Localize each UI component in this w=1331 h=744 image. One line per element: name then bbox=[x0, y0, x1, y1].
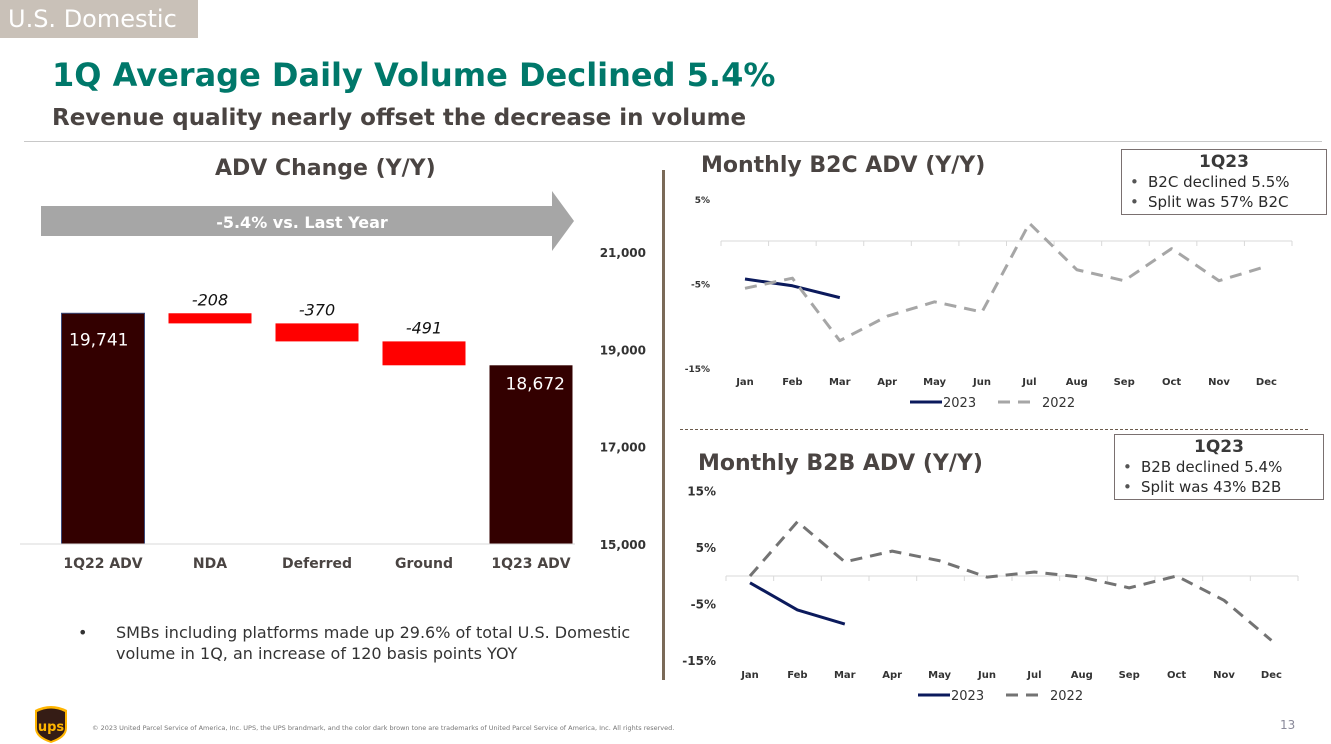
legend-label-2022: 2022 bbox=[1042, 396, 1075, 411]
y-tick-label: 21,000 bbox=[600, 246, 646, 260]
page-title: 1Q Average Daily Volume Declined 5.4% bbox=[52, 56, 775, 94]
x-tick-label: Ground bbox=[395, 556, 453, 572]
header-divider bbox=[24, 141, 1322, 142]
bar-value-label: -491 bbox=[406, 318, 442, 337]
y-tick-label: -15% bbox=[682, 654, 716, 668]
x-tick-label: Sep bbox=[1114, 377, 1135, 388]
legend-label-2023: 2023 bbox=[951, 689, 984, 704]
adv-change-chart-title: ADV Change (Y/Y) bbox=[215, 156, 436, 181]
y-tick-label: 19,000 bbox=[600, 343, 646, 357]
x-tick-label: Mar bbox=[834, 670, 856, 681]
y-tick-label: 15% bbox=[687, 484, 716, 498]
series-line-2023 bbox=[745, 279, 840, 298]
bullet-text: SMBs including platforms made up 29.6% o… bbox=[116, 622, 656, 664]
adv-change-waterfall-chart: -5.4% vs. Last Year 19,741 -208 -370 -491 18… bbox=[0, 185, 660, 585]
callout-heading: 1Q23 bbox=[1130, 152, 1318, 172]
x-tick-label: Dec bbox=[1261, 670, 1282, 681]
x-tick-label: Sep bbox=[1119, 670, 1140, 681]
y-tick-label: 15,000 bbox=[600, 538, 646, 552]
page-subtitle: Revenue quality nearly offset the decrea… bbox=[52, 105, 746, 131]
x-tick-label: Jun bbox=[977, 670, 996, 681]
x-tick-label: May bbox=[923, 377, 946, 388]
y-tick-label: 17,000 bbox=[600, 441, 646, 455]
x-tick-label: Deferred bbox=[282, 556, 352, 572]
x-tick-label: Dec bbox=[1256, 377, 1277, 388]
callout-item: B2B declined 5.4% bbox=[1123, 457, 1315, 477]
bar-value-label: 19,741 bbox=[69, 330, 128, 350]
x-tick-label: Oct bbox=[1167, 670, 1186, 681]
horizontal-dashed-divider bbox=[680, 429, 1308, 430]
x-tick-label: Jan bbox=[735, 377, 754, 388]
callout-heading: 1Q23 bbox=[1123, 437, 1315, 457]
bullet-dot: • bbox=[78, 622, 87, 643]
x-tick-label: Apr bbox=[877, 377, 897, 388]
b2b-line-chart: 15% 5% -5% -15% Jan Feb Mar Apr May Jun Jul Aug Sep O… bbox=[680, 478, 1320, 713]
change-arrow-banner: -5.4% vs. Last Year bbox=[41, 191, 574, 251]
arrow-label: -5.4% vs. Last Year bbox=[216, 213, 388, 232]
bar-value-label: -370 bbox=[299, 300, 335, 319]
series-line-2022 bbox=[750, 522, 1271, 641]
copyright-footer: © 2023 United Parcel Service of America,… bbox=[92, 724, 674, 732]
x-tick-label: Jan bbox=[740, 670, 759, 681]
section-tag: U.S. Domestic bbox=[0, 0, 198, 38]
ups-logo: ups bbox=[33, 704, 69, 744]
y-tick-label: 5% bbox=[696, 541, 716, 555]
decrease-bar bbox=[383, 341, 466, 365]
x-tick-label: Nov bbox=[1208, 377, 1230, 388]
ups-logo-text: ups bbox=[38, 720, 65, 735]
x-tick-label: Jun bbox=[972, 377, 991, 388]
b2c-chart-title: Monthly B2C ADV (Y/Y) bbox=[701, 153, 985, 178]
b2b-chart-title: Monthly B2B ADV (Y/Y) bbox=[698, 451, 983, 476]
decrease-bar bbox=[169, 313, 252, 323]
b2c-line-chart: 5% -5% -15% Jan Feb Mar Apr May Jun Jul Aug Sep Oct N… bbox=[680, 185, 1320, 425]
x-tick-label: Nov bbox=[1213, 670, 1235, 681]
vertical-divider bbox=[662, 170, 665, 680]
x-tick-label: Aug bbox=[1066, 377, 1088, 388]
x-tick-label: 1Q23 ADV bbox=[491, 556, 570, 572]
y-tick-label: -5% bbox=[691, 597, 716, 611]
x-tick-label: Feb bbox=[782, 377, 802, 388]
page-number: 13 bbox=[1280, 718, 1295, 732]
y-tick-label: -5% bbox=[691, 280, 710, 290]
legend-label-2022: 2022 bbox=[1050, 689, 1083, 704]
y-tick-label: -15% bbox=[685, 365, 710, 375]
x-tick-label: May bbox=[928, 670, 951, 681]
x-tick-label: Jul bbox=[1021, 377, 1036, 388]
x-tick-label: Feb bbox=[787, 670, 807, 681]
x-tick-label: NDA bbox=[193, 556, 227, 572]
bar-value-label: -208 bbox=[192, 290, 228, 309]
x-tick-label: Oct bbox=[1162, 377, 1181, 388]
x-tick-label: 1Q22 ADV bbox=[63, 556, 142, 572]
legend-label-2023: 2023 bbox=[943, 396, 976, 411]
x-tick-label: Aug bbox=[1071, 670, 1093, 681]
bar-value-label: 18,672 bbox=[506, 374, 565, 394]
y-tick-label: 5% bbox=[695, 196, 710, 206]
x-tick-label: Apr bbox=[882, 670, 902, 681]
decrease-bar bbox=[276, 323, 359, 341]
x-tick-label: Jul bbox=[1026, 670, 1041, 681]
series-line-2023 bbox=[750, 583, 845, 624]
x-tick-label: Mar bbox=[829, 377, 851, 388]
